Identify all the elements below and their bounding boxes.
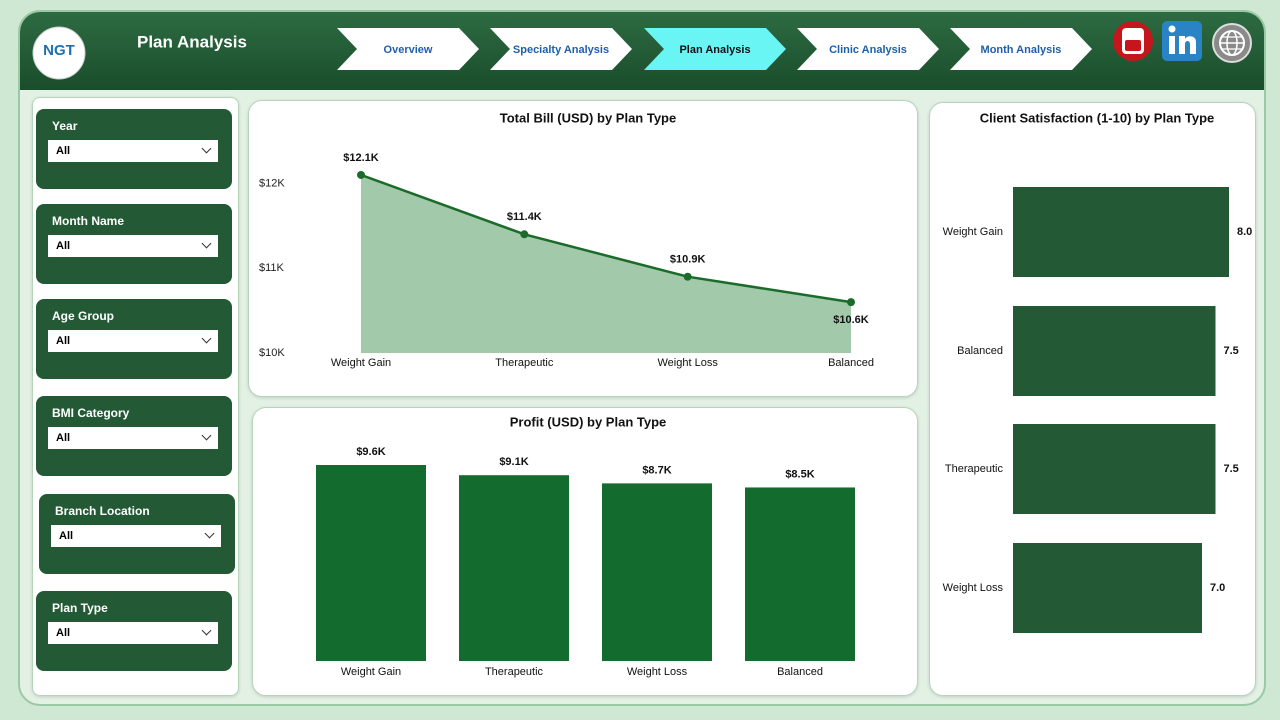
area	[361, 174, 851, 353]
bar	[1013, 424, 1216, 514]
y-tick-label: Therapeutic	[945, 463, 1004, 475]
area-chart: Total Bill (USD) by Plan Type $10K $11K $12…	[259, 110, 874, 369]
bar	[459, 475, 569, 661]
x-tick-label: Weight Loss	[627, 666, 688, 678]
value-label: 7.5	[1224, 345, 1239, 357]
logo-text: NGT	[43, 42, 75, 59]
x-tick-label: Therapeutic	[495, 357, 554, 369]
x-tick-label: Weight Gain	[331, 357, 391, 369]
nav-tab-label: Plan Analysis	[679, 44, 750, 56]
point	[683, 272, 692, 281]
value-label: $8.7K	[642, 464, 671, 476]
chart-panel: Profit (USD) by Plan Type $9.6K Weight Gai…	[252, 407, 918, 696]
nav-tab[interactable]: Month Analysis	[950, 28, 1092, 70]
nav-tab-label: Overview	[384, 44, 433, 56]
value-label: 7.5	[1224, 463, 1239, 475]
nav-tab-label: Clinic Analysis	[829, 44, 907, 56]
nav-tab[interactable]: Overview	[337, 28, 479, 70]
nav-tab-shape	[644, 28, 786, 70]
web-icon[interactable]	[1212, 23, 1252, 63]
filter-label: Branch Location	[55, 504, 150, 518]
filter-dropdown[interactable]: All	[51, 525, 221, 547]
y-tick-label: Balanced	[957, 345, 1003, 357]
filter-dropdown[interactable]: All	[48, 235, 218, 257]
y-tick-label: $11K	[259, 262, 285, 274]
nav-tab-shape	[950, 28, 1092, 70]
filter-card: BMI Category All	[36, 396, 232, 476]
point	[520, 230, 529, 239]
nav-tab-label: Month Analysis	[981, 44, 1062, 56]
value-label: $8.5K	[785, 468, 814, 480]
linkedin-icon[interactable]	[1162, 21, 1202, 61]
value-label: 7.0	[1210, 582, 1225, 594]
bar-chart: Profit (USD) by Plan Type $9.6K Weight Gai…	[316, 414, 855, 678]
y-tick-label: Weight Gain	[943, 226, 1003, 238]
bar	[1013, 187, 1229, 277]
nav-tab[interactable]: Plan Analysis	[644, 28, 786, 70]
y-tick-label: $12K	[259, 177, 285, 189]
value-label: $12.1K	[343, 152, 379, 164]
nav-tab[interactable]: Specialty Analysis	[490, 28, 632, 70]
hbar-chart: Client Satisfaction (1-10) by Plan Type 8…	[943, 110, 1252, 633]
x-tick-label: Weight Loss	[658, 357, 719, 369]
bar	[745, 487, 855, 661]
y-tick-label: $10K	[259, 347, 285, 359]
filter-dropdown[interactable]: All	[48, 622, 218, 644]
youtube-icon[interactable]	[1113, 21, 1153, 61]
filter-label: BMI Category	[52, 406, 130, 420]
filter-card: Month Name All	[36, 204, 232, 284]
value-label: $10.9K	[670, 254, 706, 266]
point	[847, 298, 855, 307]
filter-card: Plan Type All	[36, 591, 232, 671]
bar	[602, 483, 712, 661]
y-tick-label: Weight Loss	[943, 582, 1004, 594]
nav-tab-shape	[797, 28, 939, 70]
chart-title: Profit (USD) by Plan Type	[510, 414, 667, 429]
filter-card: Year All	[36, 109, 232, 189]
header-bar: NGT Plan Analysis Overview Specialty Anal…	[32, 21, 1252, 80]
value-label: $9.1K	[499, 456, 528, 468]
bar	[316, 465, 426, 661]
filter-dropdown[interactable]: All	[48, 330, 218, 352]
filter-label: Age Group	[52, 309, 114, 323]
page-title: Plan Analysis	[137, 32, 247, 51]
logo	[32, 26, 86, 80]
chart-title: Client Satisfaction (1-10) by Plan Type	[980, 110, 1215, 125]
x-tick-label: Balanced	[777, 666, 823, 678]
nav-tab-shape	[490, 28, 632, 70]
x-tick-label: Weight Gain	[341, 666, 401, 678]
x-tick-label: Balanced	[828, 357, 874, 369]
filter-dropdown[interactable]: All	[48, 140, 218, 162]
nav-tab-label: Specialty Analysis	[513, 44, 609, 56]
chart-title: Total Bill (USD) by Plan Type	[500, 110, 676, 125]
filter-dropdown[interactable]: All	[48, 427, 218, 449]
bar	[1013, 543, 1202, 633]
filter-label: Month Name	[52, 214, 124, 228]
point	[357, 170, 365, 179]
value-label: $10.6K	[833, 314, 869, 326]
nav-tab[interactable]: Clinic Analysis	[797, 28, 939, 70]
bar	[1013, 306, 1216, 396]
nav-tab-shape	[337, 28, 479, 70]
filter-label: Plan Type	[52, 601, 108, 615]
chart-panel: Total Bill (USD) by Plan Type $10K $11K $12…	[248, 100, 918, 397]
filter-label: Year	[52, 119, 78, 133]
value-label: $9.6K	[356, 446, 385, 458]
value-label: $11.4K	[507, 211, 542, 223]
x-tick-label: Therapeutic	[485, 666, 544, 678]
filter-card: Branch Location All	[39, 494, 235, 574]
filter-card: Age Group All	[36, 299, 232, 379]
value-label: 8.0	[1237, 226, 1252, 238]
chart-panel: Client Satisfaction (1-10) by Plan Type 8…	[929, 102, 1256, 696]
line	[360, 173, 852, 304]
